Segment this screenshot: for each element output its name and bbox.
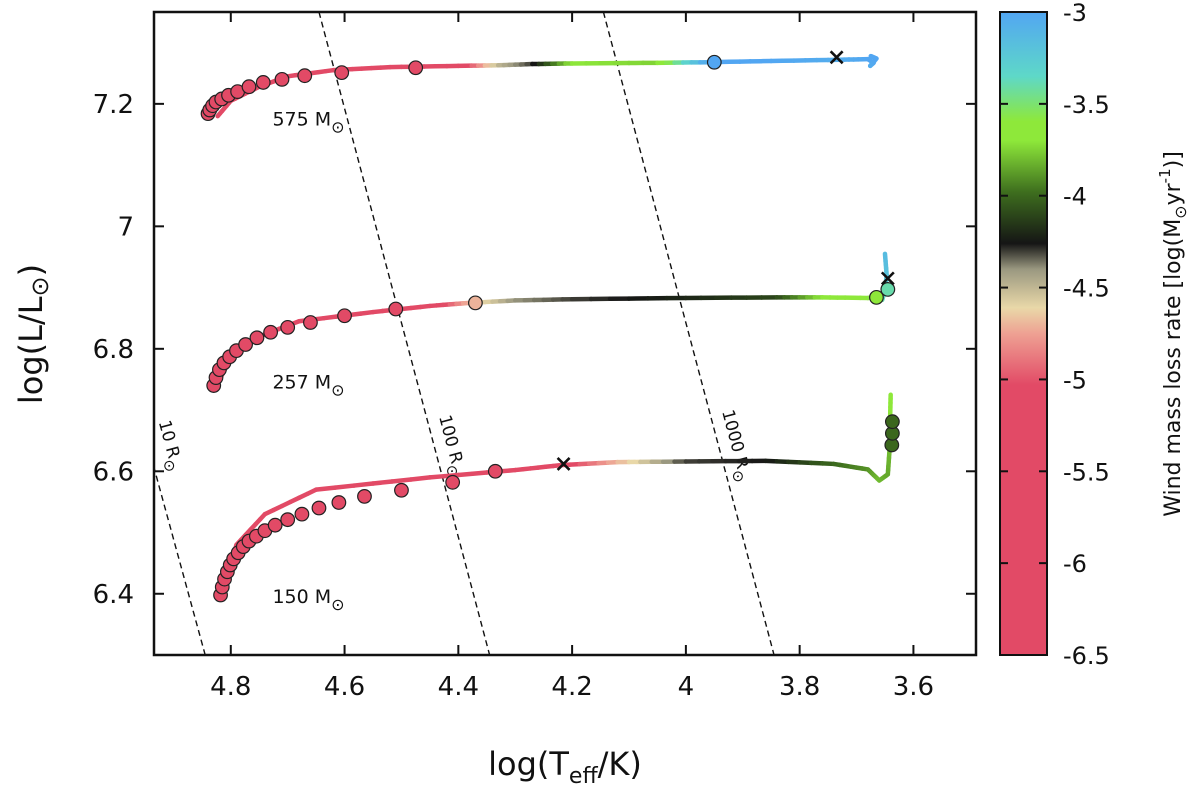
dot-1-9 [281,321,295,335]
colorbar-title: Wind mass loss rate [log(M⊙yr-1)] [1156,151,1190,517]
track-segment [335,486,354,488]
mass-labels: 575 M⊙ 257 M⊙ 150 M⊙ [272,108,344,614]
dot-0-11 [335,66,349,80]
dot-0-10 [298,69,312,83]
x-tick-label: 4.2 [551,672,592,702]
track-segment [316,488,335,490]
y-tick-label: 6.8 [93,335,134,365]
x-tick-label: 4.4 [438,672,479,702]
dot-1-13 [469,296,483,310]
mass-label-1: 257 M⊙ [272,372,344,400]
x-tick-label: 4.8 [210,672,251,702]
colorbar [1000,12,1047,655]
dot-2-14 [312,501,326,515]
mass-label-0: 575 M⊙ [272,108,344,136]
colorbar-tick-label: -3.5 [1063,91,1110,119]
dot-2-17 [395,483,409,497]
colorbar-tick-label: -4.5 [1063,275,1110,303]
y-axis-title: log(L/L⊙) [12,264,54,404]
dot-1-11 [338,309,352,323]
colorbar-tick-label: -4 [1063,183,1087,211]
mass-label-2: 150 M⊙ [272,586,344,614]
x-tick-label: 4.6 [324,672,365,702]
x-tick-label: 3.6 [893,672,934,702]
dot-0-9 [275,73,289,87]
colorbar-tick-label: -6 [1063,550,1087,578]
x-tick-label: 4 [678,672,695,702]
track-segment [392,479,411,481]
dot-0-8 [256,76,270,90]
colorbar-tick-label: -6.5 [1063,642,1110,670]
dot-2-12 [281,513,295,527]
dot-1-7 [250,331,264,345]
track-segment [354,484,373,486]
dot-1-12 [389,302,403,316]
y-tick-label: 6.6 [93,457,134,487]
dot-0-13 [708,55,722,69]
evolution-dots [201,55,899,601]
track-0 [218,56,877,116]
x-axis-title: log(Teff/K) [488,745,642,789]
radius-labels: 10 R⊙100 R⊙1000 R⊙ [149,408,755,485]
colorbar-tick-label: -3 [1063,0,1087,27]
dot-2-13 [295,507,309,521]
track-2 [221,395,891,595]
track-segment [411,477,430,479]
dot-2-19 [489,464,503,478]
track-segment [373,481,392,483]
track-crosses [558,51,894,470]
y-tick-label: 7 [117,212,134,242]
radius-line-0 [148,447,205,655]
dot-2-16 [358,490,372,504]
dot-2-22 [886,415,900,429]
radius-label-2: 1000 R⊙ [712,408,755,485]
radius-label-1: 100 R⊙ [429,413,469,480]
dot-2-18 [446,476,460,490]
dot-2-15 [332,496,346,510]
colorbar-tick-label: -5 [1063,366,1087,394]
colorbar-tick-label: -5.5 [1063,458,1110,486]
x-tick-label: 3.8 [779,672,820,702]
dot-0-7 [242,80,256,94]
radius-line-2 [603,12,774,655]
dot-2-11 [268,518,282,532]
y-axis-ticks: 6.4 6.6 6.8 7 7.2 [93,90,976,610]
dot-1-10 [304,316,318,330]
dot-1-8 [264,325,278,339]
dot-0-12 [409,61,423,75]
radius-line-1 [319,12,490,655]
y-tick-label: 6.4 [93,580,134,610]
y-tick-label: 7.2 [93,90,134,120]
